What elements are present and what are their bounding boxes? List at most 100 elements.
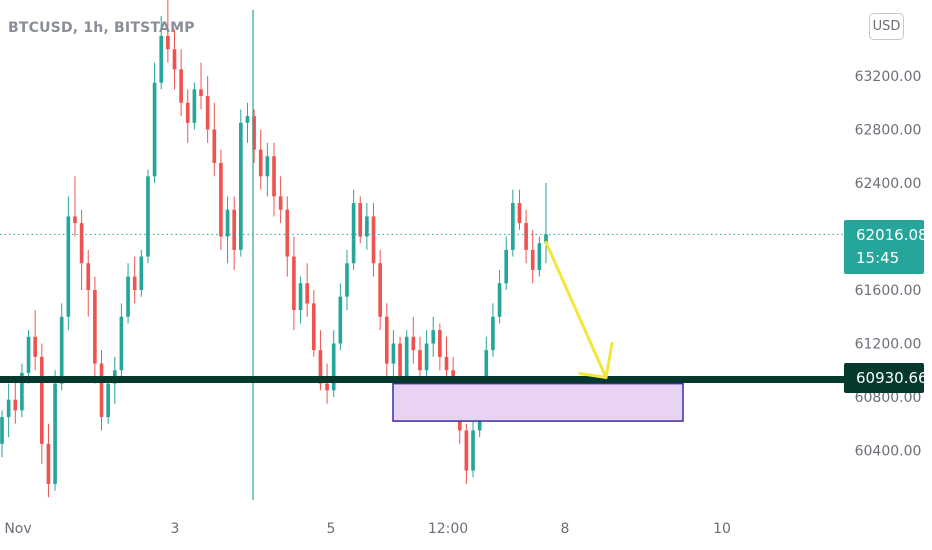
candle: [33, 310, 37, 371]
candle-body: [544, 234, 548, 244]
candle-body: [511, 203, 515, 250]
price-axis[interactable]: 63200.00 62800.00 62400.00 61600.00 61200.00…: [855, 69, 922, 460]
candle: [106, 376, 110, 424]
candle: [0, 410, 4, 458]
candle-body: [338, 296, 343, 344]
candle-body: [73, 216, 77, 224]
last-price-label: 62016.08 15:45: [844, 220, 928, 274]
candle: [185, 89, 190, 143]
time-tick-label: 3: [171, 521, 180, 537]
candle-body: [497, 283, 502, 317]
candle: [26, 330, 31, 384]
candle: [325, 363, 329, 404]
candle: [511, 189, 515, 257]
candle: [444, 336, 449, 384]
candle: [73, 176, 77, 237]
candle: [86, 249, 91, 317]
candle-body: [258, 149, 263, 177]
candle: [46, 423, 51, 498]
candle-body: [212, 129, 217, 163]
level-price-label: 60930.66: [844, 363, 928, 393]
candle: [464, 423, 469, 484]
candle: [13, 376, 18, 424]
candle: [504, 236, 509, 290]
candle-body: [152, 82, 157, 177]
price-tick-label: 62400.00: [855, 176, 922, 192]
candle-body: [53, 383, 57, 484]
time-axis[interactable]: Nov 3 5 12:00 8 10: [4, 521, 731, 537]
candle-body: [311, 303, 316, 351]
candle-body: [179, 69, 183, 103]
demand-zone-rectangle[interactable]: [392, 382, 684, 422]
candle: [146, 169, 150, 264]
candle-body: [471, 430, 475, 471]
currency-button[interactable]: USD: [869, 13, 904, 40]
candle: [225, 196, 230, 264]
candle: [119, 303, 124, 377]
candle-body: [331, 343, 336, 391]
candle: [311, 290, 316, 357]
candle-body: [166, 35, 170, 50]
candle-body: [172, 49, 177, 70]
candle-body: [398, 343, 402, 377]
candle: [265, 142, 270, 197]
candle: [418, 336, 422, 384]
time-tick-label: 10: [713, 521, 731, 537]
candle-body: [384, 316, 389, 364]
candle: [537, 236, 542, 277]
candle-body: [159, 35, 164, 83]
candle-body: [292, 256, 296, 311]
candle: [530, 229, 535, 284]
candle-body: [185, 102, 190, 123]
candle: [79, 209, 84, 290]
candle-body: [86, 263, 91, 290]
candle: [272, 142, 276, 217]
candle: [179, 49, 183, 117]
candle: [172, 29, 177, 90]
candle: [345, 249, 349, 311]
candle: [252, 109, 256, 163]
candle-countdown: 15:45: [856, 249, 900, 267]
candle: [411, 316, 416, 364]
candle: [438, 323, 442, 371]
candle: [53, 370, 57, 491]
candle-body: [371, 216, 376, 264]
projection-arrow[interactable]: [544, 240, 614, 380]
price-tick-label: 62800.00: [855, 123, 922, 139]
candle-body: [199, 89, 203, 97]
candle-body: [418, 350, 422, 371]
price-tick-label: 63200.00: [855, 69, 922, 85]
candle-body: [99, 363, 104, 418]
candle: [232, 196, 237, 270]
candle: [59, 303, 64, 391]
candle-body: [411, 336, 416, 351]
candle-body: [491, 316, 495, 351]
candle: [278, 176, 283, 224]
candle-body: [484, 350, 489, 397]
candle: [431, 316, 436, 357]
time-tick-label: Nov: [4, 521, 31, 537]
candle-body: [424, 343, 429, 371]
candles-layer: [0, 0, 548, 498]
candle-body: [146, 176, 150, 257]
candle: [358, 196, 363, 244]
time-tick-label: 5: [327, 521, 336, 537]
candle-body: [345, 263, 349, 297]
candle-body: [358, 203, 363, 237]
candle: [292, 236, 296, 331]
time-tick-label: 8: [561, 521, 570, 537]
candle-body: [20, 372, 24, 411]
candle-body: [265, 156, 270, 177]
time-tick-label: 12:00: [428, 521, 468, 537]
candle: [424, 330, 429, 377]
candle-body: [205, 96, 210, 130]
price-tick-label: 61200.00: [855, 337, 922, 353]
candle-body: [285, 209, 290, 257]
candle: [126, 263, 130, 324]
candle-body: [444, 356, 449, 371]
candle-body: [119, 316, 124, 371]
candle: [305, 263, 309, 317]
candle-body: [305, 283, 309, 304]
candle-body: [79, 223, 84, 264]
